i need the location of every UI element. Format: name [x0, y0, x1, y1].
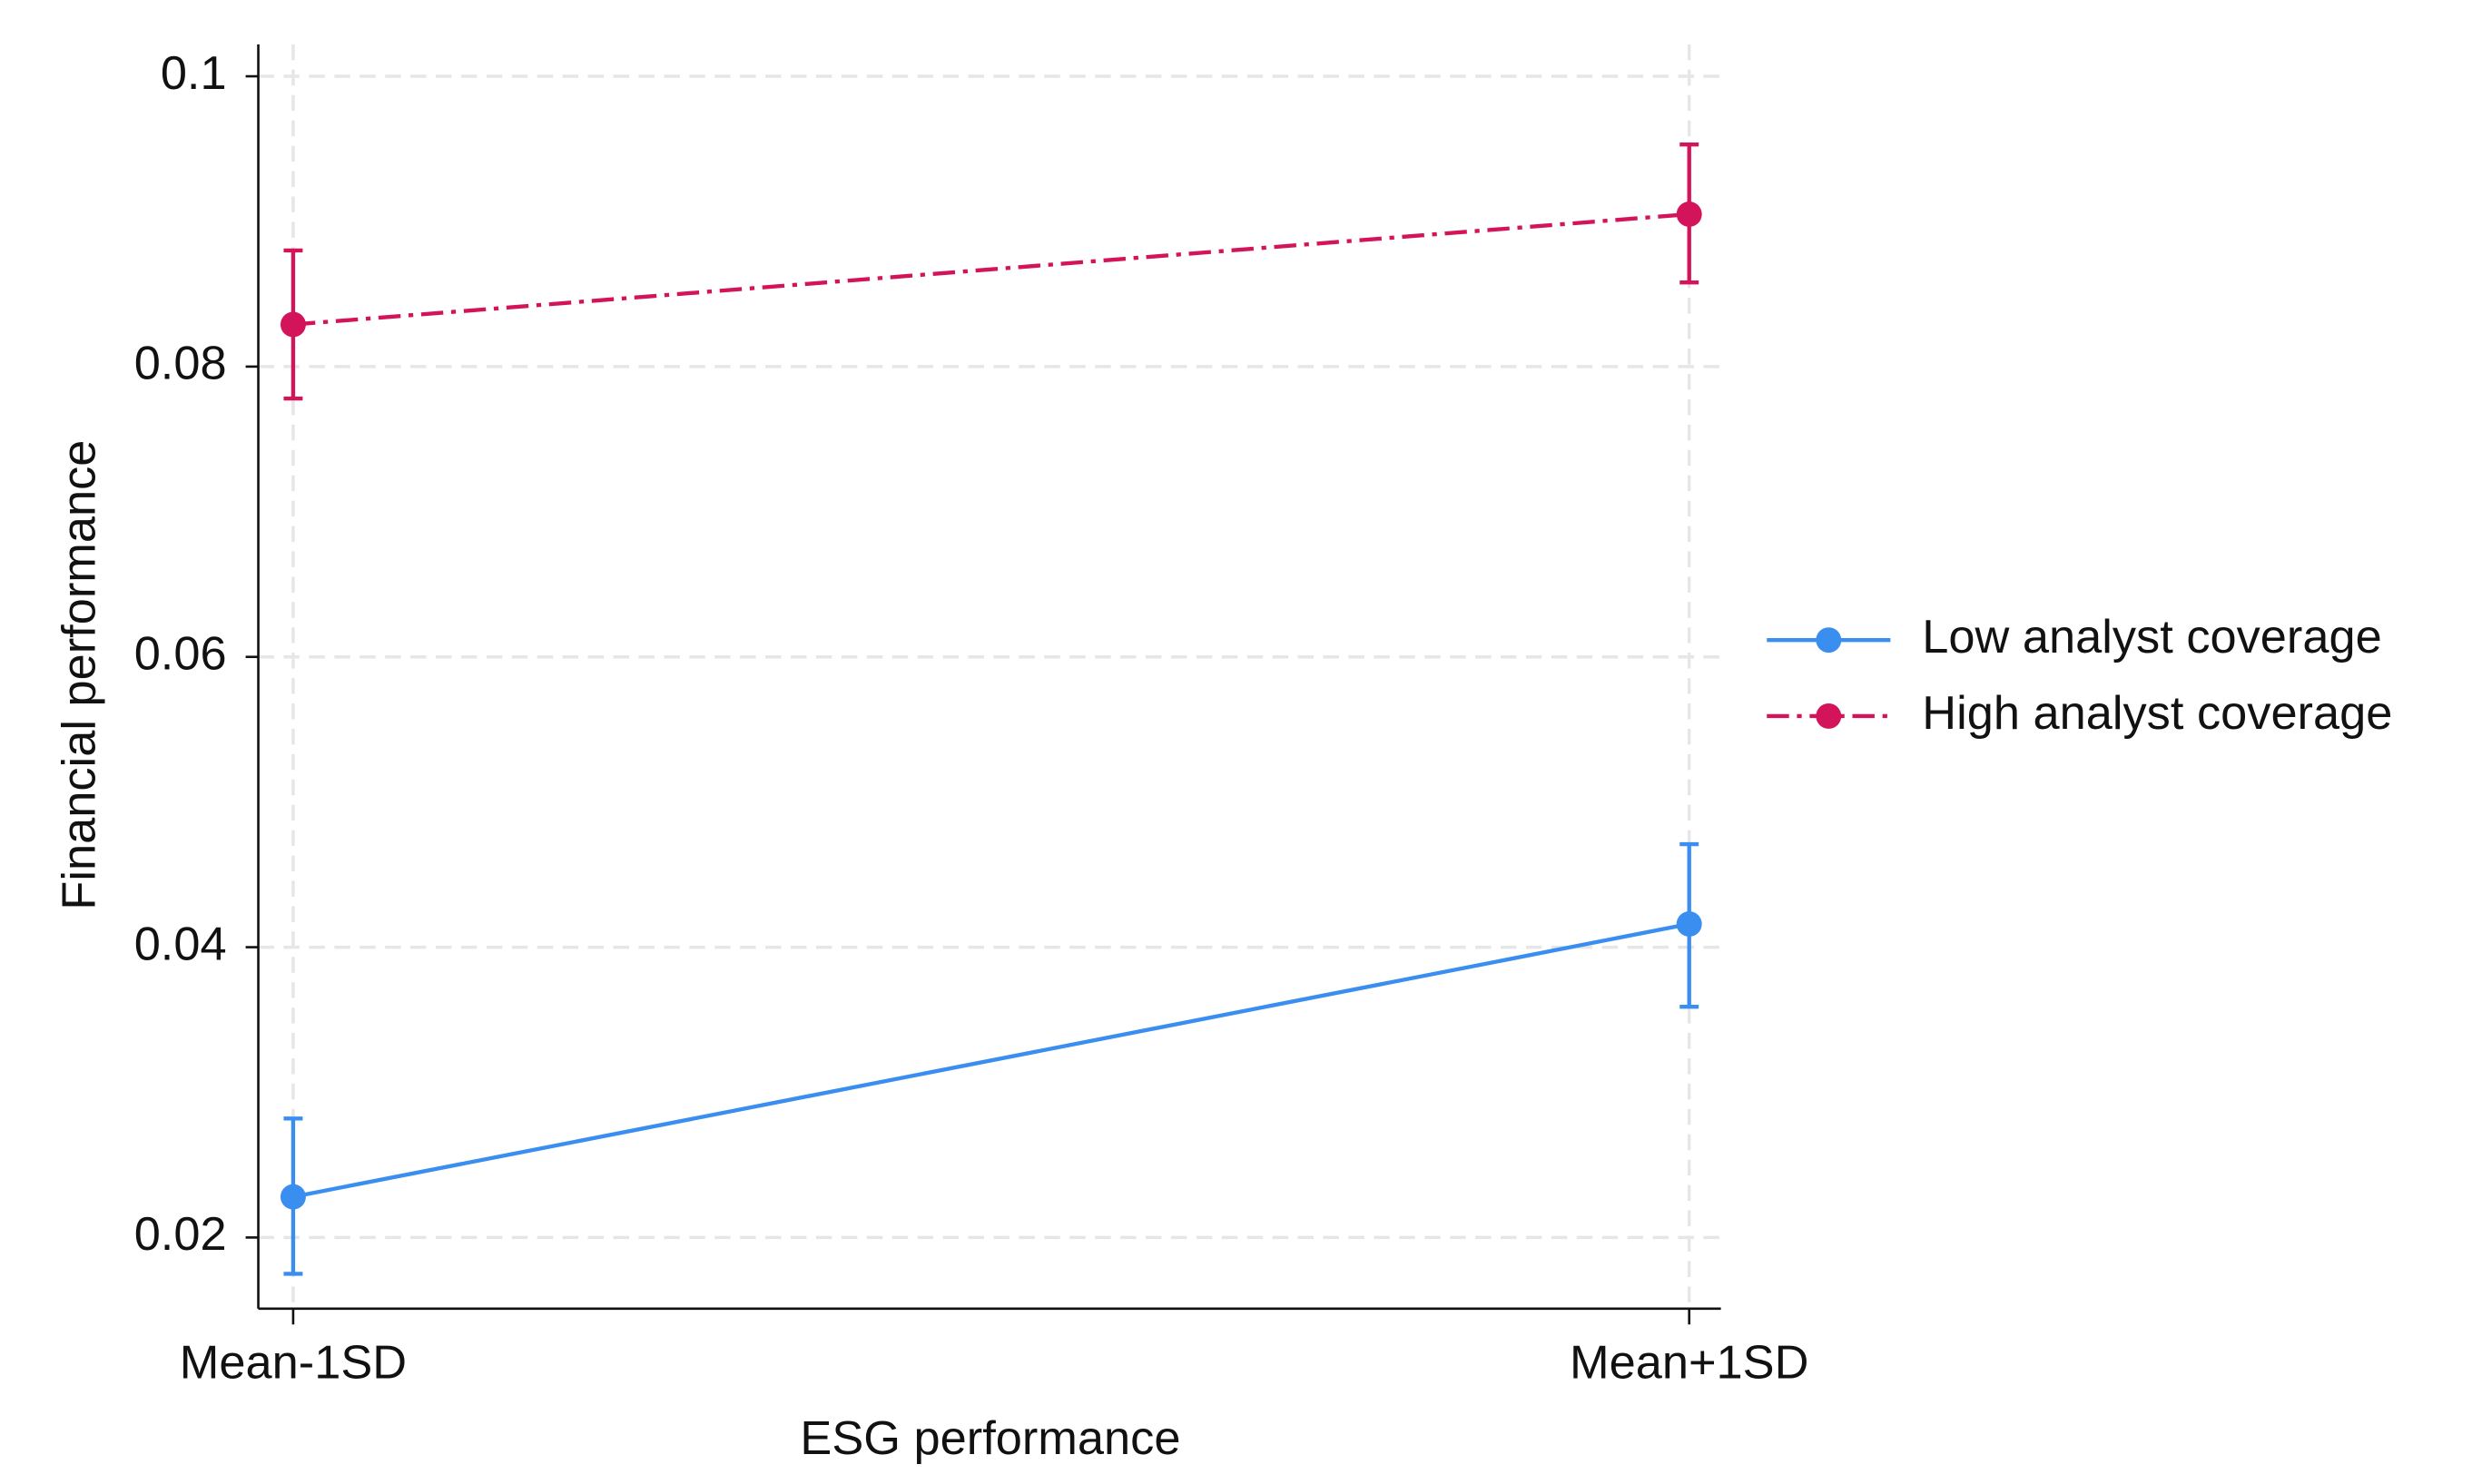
- x-axis-label: ESG performance: [800, 1412, 1180, 1465]
- x-tick-label: Mean+1SD: [1570, 1336, 1808, 1389]
- point: [1676, 911, 1702, 937]
- point: [280, 311, 306, 338]
- legend-label: Low analyst coverage: [1922, 611, 2381, 663]
- y-tick-label: 0.1: [161, 47, 227, 100]
- legend-label: High analyst coverage: [1922, 687, 2392, 740]
- y-tick-label: 0.06: [134, 628, 227, 681]
- point: [1676, 201, 1702, 227]
- series-line: [292, 211, 1689, 327]
- series-line: [292, 921, 1690, 1199]
- point: [280, 1184, 306, 1210]
- x-tick-label: Mean-1SD: [180, 1336, 407, 1389]
- y-tick-label: 0.04: [134, 918, 227, 970]
- legend-marker: [1816, 627, 1842, 654]
- y-tick-label: 0.08: [134, 338, 227, 390]
- legend-marker: [1816, 703, 1842, 729]
- y-axis-label: Financial performance: [54, 440, 106, 910]
- y-tick-label: 0.02: [134, 1208, 227, 1261]
